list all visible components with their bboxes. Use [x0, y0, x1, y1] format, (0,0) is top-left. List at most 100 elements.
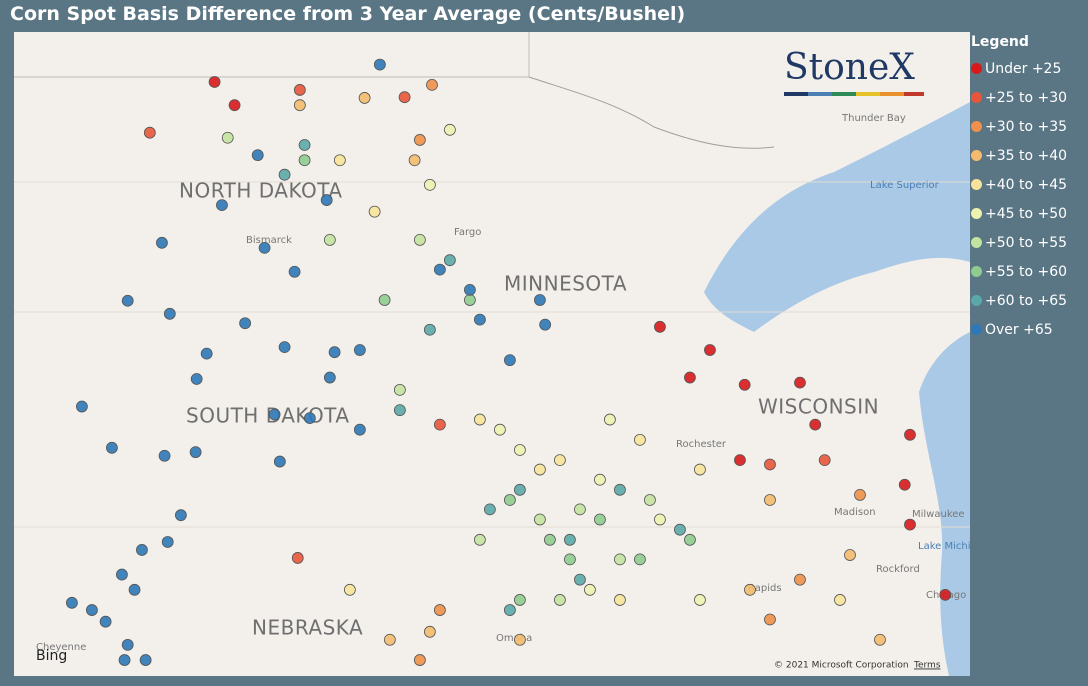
point [874, 633, 886, 646]
point [163, 307, 176, 320]
point [594, 513, 606, 526]
point [118, 654, 131, 666]
point [353, 344, 366, 356]
point [116, 568, 128, 581]
point [473, 413, 486, 426]
point [99, 615, 112, 628]
point [564, 553, 576, 566]
point [534, 463, 546, 476]
map-labels: NORTH DAKOTA SOUTH DAKOTA MINNESOTA WISCONS… [36, 113, 970, 653]
state-label: WISCONSIN [758, 395, 879, 419]
point [564, 533, 576, 546]
point [228, 99, 241, 112]
legend-item[interactable]: +50 to +55 [971, 228, 1067, 257]
border [528, 76, 775, 149]
point [393, 383, 406, 396]
point [574, 503, 586, 516]
logo-bar [856, 92, 880, 96]
point [898, 478, 911, 491]
legend-item[interactable]: +30 to +35 [971, 112, 1067, 141]
point [809, 418, 822, 431]
point [158, 449, 171, 462]
point [503, 354, 516, 367]
legend-swatch [971, 324, 982, 335]
point [426, 78, 438, 91]
point [904, 518, 916, 531]
point [383, 633, 396, 646]
state-label: NEBRASKA [252, 616, 363, 640]
point [644, 494, 656, 506]
legend-item[interactable]: +45 to +50 [971, 199, 1067, 228]
provider: Bing [36, 648, 67, 664]
place-label: Lake Superior [870, 180, 940, 191]
legend-item[interactable]: +35 to +40 [971, 141, 1067, 170]
points [66, 58, 952, 666]
point [433, 418, 446, 431]
point [483, 503, 496, 516]
point [413, 234, 426, 246]
lake-michigan [919, 332, 970, 676]
point [654, 320, 666, 333]
point [106, 441, 118, 454]
point [514, 444, 526, 456]
point [594, 473, 606, 486]
point [373, 58, 386, 71]
point [463, 283, 476, 296]
legend-swatch [971, 295, 982, 306]
place-label: Milwaukee [912, 509, 965, 520]
point [473, 313, 486, 326]
point [139, 654, 152, 666]
place-label: Rapids [748, 583, 782, 594]
point [503, 604, 516, 616]
point [323, 371, 336, 384]
legend-label: +55 to +60 [985, 263, 1068, 280]
legend-swatch [971, 121, 982, 132]
point [413, 134, 426, 146]
legend-item[interactable]: Under +25 [971, 54, 1067, 83]
point [433, 263, 446, 276]
point [554, 594, 566, 606]
legend-item[interactable]: +55 to +60 [971, 257, 1067, 286]
point [463, 294, 476, 306]
legend-title: Legend [971, 34, 1029, 50]
point [174, 509, 187, 522]
terms-link[interactable]: Terms [913, 661, 941, 671]
point [674, 523, 686, 536]
legend-item[interactable]: +25 to +30 [971, 83, 1067, 112]
logo-bar [880, 92, 904, 96]
logo-bar [808, 92, 832, 96]
legend: Legend Under +25 +25 to +30 +30 to +35 +35 … [971, 34, 1067, 344]
legend-label: +45 to +50 [985, 205, 1068, 222]
point [574, 573, 586, 586]
point [423, 323, 436, 336]
point [514, 483, 526, 496]
point [143, 126, 156, 139]
legend-item[interactable]: +60 to +65 [971, 286, 1067, 315]
point [604, 413, 616, 426]
point [473, 533, 486, 546]
point [333, 154, 346, 167]
point [239, 317, 252, 330]
point [398, 91, 411, 104]
point [328, 346, 341, 359]
point [278, 341, 291, 354]
point [614, 483, 626, 496]
place-label: Rochester [676, 439, 727, 450]
point [200, 347, 213, 360]
point [534, 513, 546, 526]
legend-item[interactable]: Over +65 [971, 315, 1067, 344]
legend-label: +25 to +30 [985, 89, 1068, 106]
point [614, 594, 626, 606]
point [764, 458, 776, 471]
point [654, 513, 666, 526]
point [834, 594, 846, 606]
legend-label: +40 to +45 [985, 176, 1068, 193]
legend-swatch [971, 63, 982, 74]
point [378, 294, 391, 306]
point [408, 154, 421, 167]
point [189, 446, 202, 459]
point [121, 638, 134, 651]
legend-item[interactable]: +40 to +45 [971, 170, 1067, 199]
point [298, 139, 311, 151]
